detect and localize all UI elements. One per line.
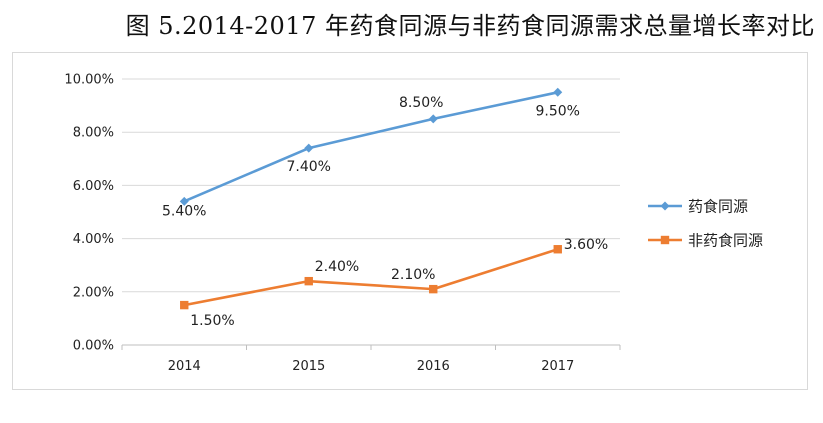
x-tick-label: 2016 — [417, 359, 450, 374]
data-point — [304, 143, 314, 153]
legend-label: 非药食同源 — [688, 232, 763, 250]
data-label: 8.50% — [399, 95, 443, 111]
y-tick-label: 4.00% — [73, 232, 114, 247]
data-label: 5.40% — [162, 203, 206, 219]
data-label: 2.10% — [391, 267, 435, 283]
legend-label: 药食同源 — [688, 198, 748, 216]
chart-title: 图 5.2014-2017 年药食同源与非药食同源需求总量增长率对比 — [125, 12, 815, 40]
y-tick-label: 2.00% — [73, 285, 114, 300]
y-tick-label: 10.00% — [64, 73, 114, 88]
chart-frame — [12, 52, 808, 390]
data-label: 1.50% — [190, 313, 234, 329]
data-point — [428, 114, 438, 124]
series-line-1 — [183, 91, 559, 203]
y-tick-label: 6.00% — [73, 179, 114, 194]
data-point — [553, 245, 562, 254]
data-point — [429, 284, 438, 294]
data-point — [180, 300, 189, 310]
legend-marker — [660, 235, 670, 245]
series-line-2 — [184, 248, 559, 307]
y-tick-label: 8.00% — [73, 126, 114, 141]
data-point — [304, 276, 313, 286]
data-label: 3.60% — [564, 237, 608, 253]
x-tick-label: 2014 — [168, 359, 201, 374]
data-point — [179, 196, 189, 206]
data-label: 2.40% — [315, 259, 359, 275]
data-point — [553, 87, 563, 97]
legend-marker — [660, 201, 670, 211]
x-tick-label: 2017 — [541, 359, 574, 374]
y-tick-label: 0.00% — [73, 339, 114, 354]
data-label: 7.40% — [287, 159, 331, 175]
data-label: 9.50% — [536, 103, 580, 119]
x-tick-label: 2015 — [292, 359, 325, 374]
